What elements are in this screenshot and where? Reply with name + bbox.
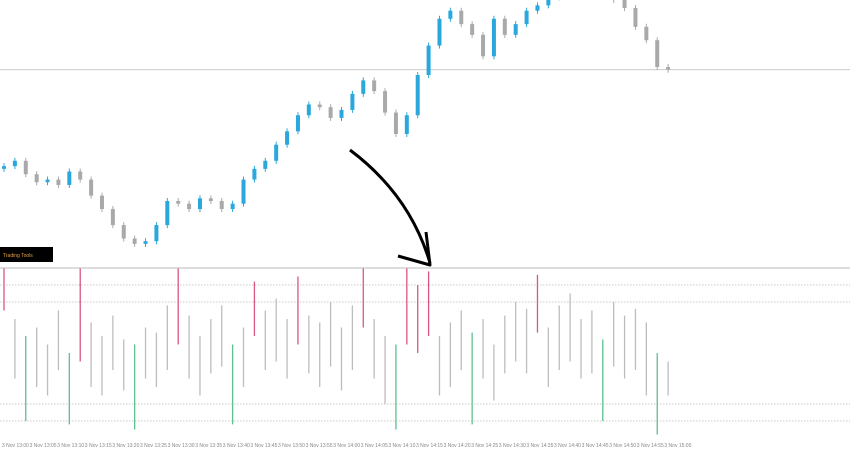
candle — [535, 5, 540, 11]
label: Trading Tools — [3, 253, 33, 259]
time-label: 3 Nov 13:15 — [85, 443, 112, 449]
time-label: 3 Nov 13:35 — [195, 443, 222, 449]
candle — [459, 10, 464, 25]
candle — [491, 18, 496, 57]
candle — [546, 0, 551, 6]
candle — [132, 238, 137, 244]
time-label: 3 Nov 14:45 — [582, 443, 609, 449]
candle — [2, 166, 6, 169]
candle — [34, 174, 39, 183]
candle — [524, 10, 529, 25]
candle — [67, 171, 72, 185]
candle — [274, 144, 279, 161]
candle — [78, 171, 83, 180]
time-label: 3 Nov 13:10 — [57, 443, 84, 449]
candle — [197, 198, 202, 210]
candle — [448, 10, 453, 19]
candle — [426, 45, 431, 76]
arrow-head — [397, 231, 432, 267]
time-label: 3 Nov 13:05 — [30, 443, 57, 449]
candle — [12, 160, 17, 167]
candle — [383, 91, 388, 113]
candle — [644, 26, 649, 41]
candle — [285, 131, 290, 145]
candle — [350, 93, 355, 110]
candle — [470, 24, 475, 35]
candle — [404, 115, 409, 134]
label-box — [0, 247, 53, 262]
candle — [328, 107, 333, 118]
candle — [415, 75, 420, 116]
time-label: 3 Nov 14:50 — [609, 443, 636, 449]
candle — [263, 160, 268, 169]
candle — [176, 201, 181, 204]
price-panel — [0, 0, 850, 247]
candle — [633, 8, 638, 27]
candle — [99, 195, 104, 210]
time-label: 3 Nov 14:10 — [388, 443, 415, 449]
candle — [513, 24, 518, 35]
indicator-panel — [0, 268, 850, 435]
candle — [622, 0, 627, 9]
time-label: 3 Nov 13:30 — [168, 443, 195, 449]
time-label: 3 Nov 13:00 — [2, 443, 29, 449]
candle — [372, 80, 377, 92]
candle — [666, 67, 671, 70]
candle — [295, 115, 300, 132]
time-label: 3 Nov 14:40 — [554, 443, 581, 449]
time-label: 3 Nov 14:55 — [637, 443, 664, 449]
candle — [230, 203, 235, 210]
candle — [143, 241, 148, 244]
time-label: 3 Nov 13:25 — [140, 443, 167, 449]
time-label: 3 Nov 14:20 — [444, 443, 471, 449]
candle — [481, 34, 486, 57]
candle — [306, 104, 311, 116]
candle — [317, 104, 322, 108]
time-label: 3 Nov 13:40 — [223, 443, 250, 449]
candle — [502, 18, 507, 35]
candle — [241, 179, 246, 204]
candle — [437, 18, 442, 46]
candle — [121, 225, 126, 239]
time-label: 3 Nov 14:35 — [526, 443, 553, 449]
candle — [219, 201, 224, 210]
time-label: 3 Nov 14:15 — [416, 443, 443, 449]
time-label: 3 Nov 14:25 — [471, 443, 498, 449]
candle — [361, 80, 366, 94]
candle — [187, 203, 192, 210]
candle — [154, 225, 159, 242]
candle — [110, 209, 115, 226]
candle — [208, 198, 213, 201]
candle — [23, 160, 28, 175]
candle — [393, 112, 398, 134]
candle — [89, 179, 94, 196]
candle — [56, 179, 61, 185]
candle — [339, 109, 344, 118]
time-label: 3 Nov 15:00 — [664, 443, 691, 449]
time-label: 3 Nov 13:55 — [306, 443, 333, 449]
time-label: 3 Nov 14:05 — [361, 443, 388, 449]
arrow — [349, 148, 432, 264]
time-label: 3 Nov 14:30 — [499, 443, 526, 449]
time-label: 3 Nov 14:00 — [333, 443, 360, 449]
time-label: 3 Nov 13:20 — [112, 443, 139, 449]
candle — [45, 179, 50, 183]
candle — [252, 168, 257, 180]
candle — [165, 201, 170, 226]
time-label: 3 Nov 13:45 — [250, 443, 277, 449]
candle — [655, 40, 660, 67]
time-label: 3 Nov 13:50 — [278, 443, 305, 449]
